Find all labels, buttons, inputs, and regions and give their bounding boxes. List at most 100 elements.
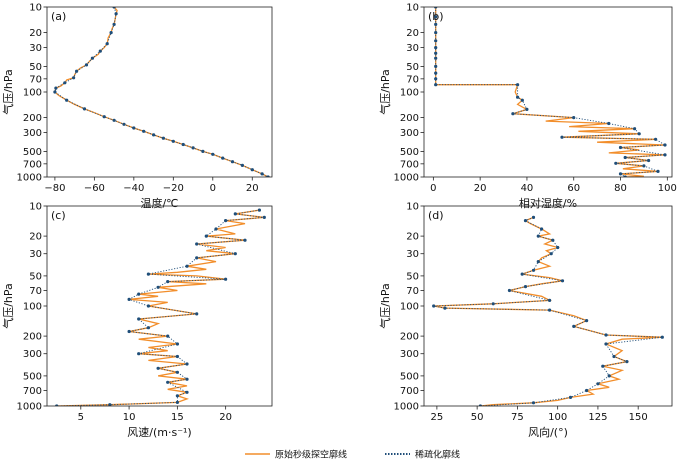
plot-frame — [423, 6, 673, 178]
series-original-line — [56, 209, 265, 406]
sparse-point — [523, 219, 528, 223]
sparse-point — [63, 81, 67, 85]
sparse-point — [560, 279, 565, 283]
sparse-point — [72, 76, 76, 80]
sparse-point — [663, 143, 667, 147]
sparse-point — [434, 83, 438, 87]
sparse-point — [112, 118, 116, 122]
series-original-line — [433, 216, 663, 406]
y-tick-label: 300 — [400, 349, 419, 360]
y-tick-label: 500 — [23, 371, 42, 382]
x-tick-label: −40 — [123, 183, 144, 194]
sparse-point — [250, 168, 254, 172]
sparse-point — [243, 238, 247, 242]
y-tick-label: 50 — [29, 62, 42, 73]
sparse-point — [166, 334, 170, 338]
sparse-point — [65, 98, 69, 102]
y-tick-label: 300 — [23, 349, 42, 360]
sparse-point — [166, 280, 170, 284]
y-axis-label: 气压/hPa — [1, 283, 15, 329]
sparse-point — [112, 22, 116, 26]
sparse-point — [520, 98, 524, 102]
sparse-point — [166, 380, 170, 384]
sparse-point — [585, 388, 589, 393]
sparse-point — [185, 390, 189, 394]
sparse-point — [434, 15, 438, 19]
sparse-point — [75, 69, 79, 73]
sparse-point — [191, 146, 195, 150]
sparse-point — [132, 126, 136, 130]
sparse-point — [432, 304, 436, 308]
x-tick-label: 5 — [78, 412, 84, 423]
sparse-point — [156, 366, 160, 370]
y-tick-label: 1000 — [394, 173, 419, 184]
sparse-point — [434, 56, 438, 60]
sparse-point — [656, 169, 660, 173]
sparse-point — [531, 268, 536, 272]
sparse-point — [146, 272, 150, 276]
series-sparse-line — [54, 7, 269, 177]
sparse-point — [54, 86, 58, 90]
sparse-point — [137, 292, 141, 296]
sparse-point — [434, 30, 438, 35]
legend: 原始秒级探空廓线 稀疏化廓线 — [245, 449, 460, 461]
y-tick-label: 100 — [23, 88, 42, 99]
sparse-point — [185, 377, 189, 381]
x-tick-label: 100 — [658, 183, 677, 194]
x-tick-label: 50 — [471, 412, 484, 423]
y-tick-label: 100 — [23, 302, 42, 313]
sparse-point — [108, 403, 112, 406]
sparse-point — [156, 285, 160, 289]
x-tick-label: 20 — [246, 183, 259, 194]
sparse-point — [224, 219, 228, 223]
x-tick-label: 75 — [511, 412, 524, 423]
sparse-point — [185, 362, 189, 366]
sparse-point — [647, 158, 651, 163]
x-tick-label: 80 — [614, 183, 627, 194]
x-tick-label: 25 — [431, 412, 444, 423]
sparse-point — [548, 298, 552, 302]
x-tick-label: 20 — [219, 412, 232, 423]
sparse-point — [434, 51, 438, 55]
x-tick-label: 0 — [210, 183, 216, 194]
sparse-point — [127, 297, 131, 301]
sparse-point — [516, 83, 520, 87]
sparse-point — [137, 352, 141, 356]
sparse-point — [618, 145, 623, 150]
sparse-point — [195, 242, 199, 246]
sparse-point — [434, 39, 438, 43]
sparse-point — [434, 64, 438, 68]
sparse-point — [171, 139, 175, 143]
sparse-point — [531, 401, 536, 405]
sparse-point — [607, 374, 611, 378]
panel-d: 25 50 75 100 125 150 10 20 30 50 70 100 200 300 500 700… — [378, 202, 673, 439]
panel-label: (a) — [51, 10, 66, 23]
x-axis-label: 相对湿度/% — [519, 196, 577, 210]
panel-label: (b) — [428, 10, 444, 23]
sparse-point — [262, 215, 266, 219]
sparse-point — [224, 277, 228, 281]
sparse-point — [240, 163, 244, 167]
series-original-line — [54, 7, 269, 177]
sparse-point — [195, 312, 199, 316]
y-axis-label: 气压/hPa — [1, 69, 15, 115]
sparse-point — [146, 326, 150, 330]
x-tick-label: 10 — [123, 412, 136, 423]
x-tick-label: 100 — [548, 412, 567, 423]
legend-sparse-label: 稀疏化廓线 — [415, 449, 460, 461]
sparse-point — [109, 30, 113, 35]
sparse-point — [516, 95, 520, 99]
y-tick-label: 200 — [23, 113, 42, 124]
y-tick-label: 200 — [400, 332, 419, 343]
y-tick-label: 50 — [406, 62, 419, 73]
sparse-point — [114, 12, 118, 16]
sparse-point — [185, 264, 189, 268]
y-tick-label: 700 — [23, 159, 42, 170]
y-tick-label: 20 — [406, 232, 419, 243]
sparse-point — [491, 302, 495, 306]
sparse-point — [604, 333, 608, 337]
x-tick-label: 15 — [171, 412, 184, 423]
sparse-point — [142, 129, 146, 133]
y-tick-label: 70 — [406, 74, 419, 85]
sparse-point — [84, 63, 89, 67]
